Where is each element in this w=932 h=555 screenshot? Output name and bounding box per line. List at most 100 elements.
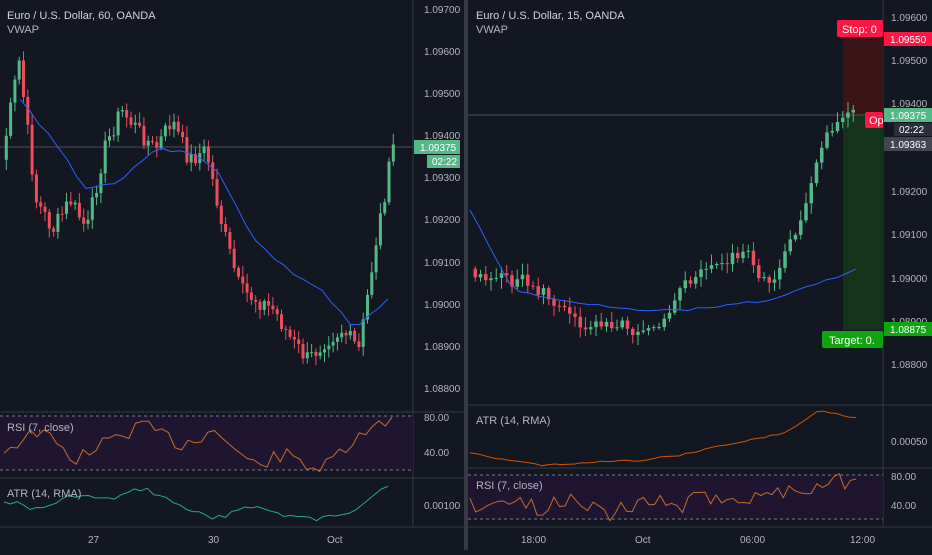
take-profit-zone[interactable] <box>843 115 883 330</box>
right-price-tick: 1.09200 <box>891 187 928 198</box>
candle-body <box>155 142 159 148</box>
candle-body <box>206 146 210 163</box>
candle-body <box>704 268 708 270</box>
right-rsi-band <box>468 475 883 520</box>
candle-body <box>835 122 840 132</box>
right-countdown: 02:22 <box>899 125 924 136</box>
left-chart-title[interactable]: Euro / U.S. Dollar, 60, OANDA <box>7 10 156 22</box>
candle-body <box>13 79 17 103</box>
candle-body <box>310 351 314 353</box>
right-vwap-label[interactable]: VWAP <box>476 24 508 36</box>
candle-body <box>520 274 525 280</box>
candle-body <box>9 102 13 136</box>
left-countdown-tag <box>427 155 460 168</box>
left-price-tick: 1.09500 <box>424 89 461 100</box>
candle-body <box>73 202 77 205</box>
candle-body <box>189 154 193 163</box>
candle-body <box>77 202 81 218</box>
candle-body <box>271 305 275 310</box>
candle-body <box>297 339 301 345</box>
candle-body <box>809 183 813 204</box>
candle-body <box>631 328 635 336</box>
candle-body <box>683 280 687 289</box>
right-price-axis[interactable]: 1.09600 1.09500 1.09400 1.09200 1.09100 … <box>891 13 928 371</box>
left-price-tick: 1.09100 <box>424 258 461 269</box>
candle-body <box>142 125 146 146</box>
candle-body <box>60 213 64 215</box>
right-price-tick: 1.09000 <box>891 274 928 285</box>
candle-body <box>604 321 609 327</box>
left-rsi-label[interactable]: RSI (7, close) <box>7 422 74 434</box>
candle-body <box>194 154 197 164</box>
candle-body <box>694 277 698 284</box>
stop-loss-zone[interactable] <box>843 29 883 115</box>
candle-body <box>578 316 582 328</box>
candle-body <box>699 269 703 278</box>
stop-label: Stop: 0 <box>842 24 877 36</box>
left-vwap-label[interactable]: VWAP <box>7 24 39 36</box>
candle-body <box>678 288 682 301</box>
candle-body <box>116 111 120 136</box>
candle-body <box>90 197 94 220</box>
candle-body <box>292 336 296 340</box>
candle-body <box>172 121 176 130</box>
candle-body <box>510 275 514 287</box>
candle-body <box>125 110 129 118</box>
layout-divider[interactable] <box>464 0 468 550</box>
candle-body <box>541 288 546 295</box>
candle-body <box>219 205 223 224</box>
candle-body <box>793 234 798 240</box>
candle-body <box>573 313 577 317</box>
left-atr-label[interactable]: ATR (14, RMA) <box>7 488 81 500</box>
candle-body <box>594 321 598 328</box>
candle-body <box>387 161 391 203</box>
candle-body <box>202 146 206 154</box>
candle-body <box>340 332 344 338</box>
target-label-box[interactable] <box>822 331 883 348</box>
right-atr-label[interactable]: ATR (14, RMA) <box>476 415 550 427</box>
candle-body <box>662 318 666 327</box>
right-rsi-tick: 40.00 <box>891 501 916 512</box>
candle-body <box>841 117 845 123</box>
candle-body <box>138 122 142 126</box>
candle-body <box>181 131 185 138</box>
candle-body <box>552 299 556 306</box>
left-time-axis[interactable]: 27 30 Oct <box>88 535 343 546</box>
right-time-axis[interactable]: 18:00 Oct 06:00 12:00 <box>521 535 875 546</box>
left-price-tick: 1.09400 <box>424 131 461 142</box>
left-candles <box>4 51 395 366</box>
candle-body <box>82 217 86 224</box>
candle-body <box>323 349 326 353</box>
candle-body <box>267 301 271 306</box>
candle-body <box>526 274 530 286</box>
candle-body <box>620 320 624 328</box>
candle-body <box>245 283 249 293</box>
candle-body <box>327 345 331 350</box>
candle-body <box>26 97 30 125</box>
candle-body <box>30 124 34 175</box>
candle-body <box>108 136 111 141</box>
candle-body <box>4 135 8 160</box>
right-atr-tick: 0.00050 <box>891 437 928 448</box>
candle-body <box>499 273 504 278</box>
candle-body <box>288 329 292 337</box>
candle-body <box>673 300 677 313</box>
right-rsi-label[interactable]: RSI (7, close) <box>476 480 543 492</box>
candle-body <box>667 312 672 319</box>
candle-body <box>531 285 535 287</box>
right-current-price: 1.09375 <box>890 111 927 122</box>
candle-body <box>825 132 829 148</box>
target-price-tag <box>884 322 932 336</box>
left-countdown: 02:22 <box>432 157 457 168</box>
left-price-tick: 1.08900 <box>424 342 461 353</box>
candle-body <box>814 162 819 184</box>
open-position-label[interactable] <box>865 112 883 128</box>
candle-body <box>515 279 519 287</box>
open-label: Op <box>869 115 884 127</box>
stop-label-box[interactable] <box>837 20 883 37</box>
left-price-axis[interactable]: 1.09700 1.09600 1.09500 1.09400 1.09300 … <box>424 5 461 395</box>
right-chart-title[interactable]: Euro / U.S. Dollar, 15, OANDA <box>476 10 625 22</box>
left-price-tick: 1.09000 <box>424 300 461 311</box>
candle-body <box>275 309 279 315</box>
